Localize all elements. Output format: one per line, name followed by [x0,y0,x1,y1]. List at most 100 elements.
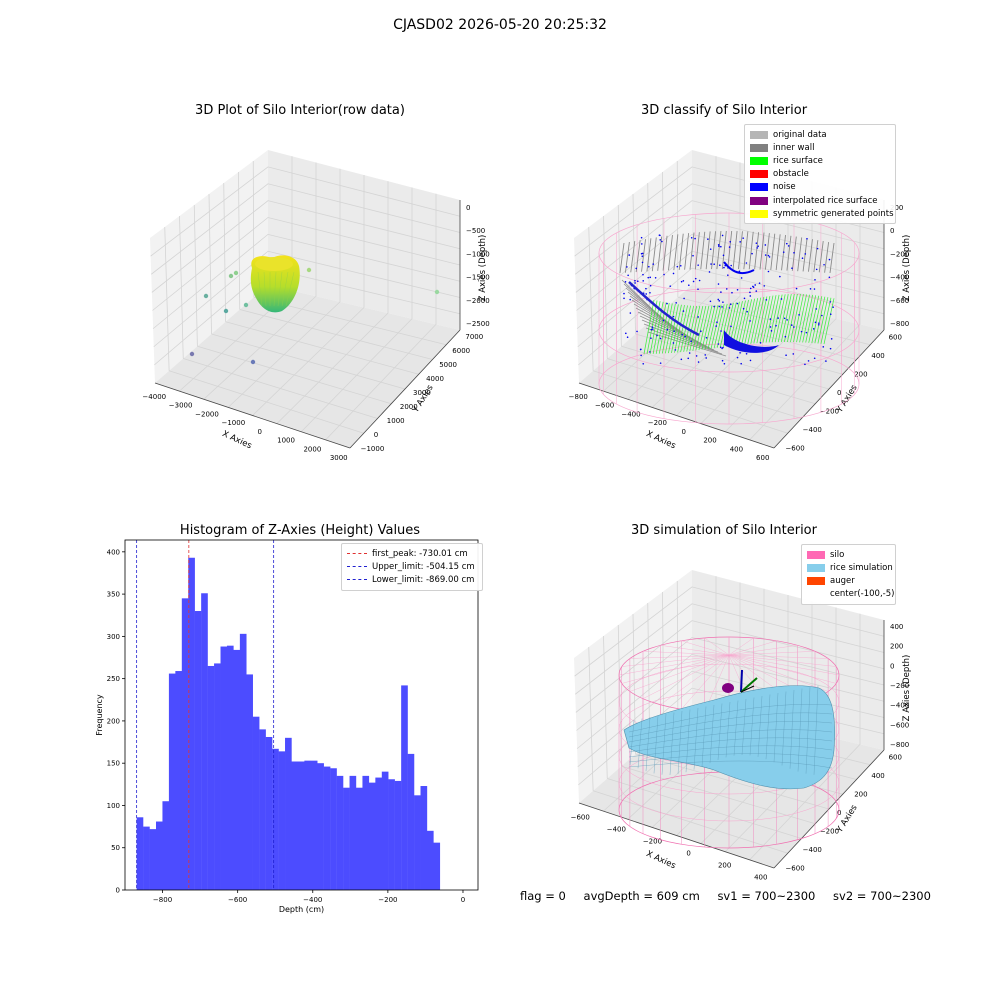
histogram-bar [304,760,312,890]
rice-surface-stroke [713,304,725,349]
y-tick-label: 100 [107,802,120,810]
z-tick-label: −2500 [466,320,490,328]
noise-point [793,251,795,254]
rice-surface-stroke [783,293,795,343]
rice-surface-stroke [698,305,710,351]
histogram-bar [214,663,221,890]
histogram-title: Histogram of Z-Axies (Height) Values [179,523,421,538]
inner-wall-stroke [647,331,727,357]
y-tick-label: 200 [854,371,867,379]
noise-point [829,301,832,303]
noise-point [729,303,732,306]
histogram-bar [168,673,176,890]
noise-point [652,263,655,265]
raw-surface-contour [285,271,295,307]
y-tick-label: 5000 [439,361,457,369]
mesh-line [628,704,833,733]
noise-point [697,316,699,318]
noise-point [641,261,644,264]
histogram-bar [239,633,247,890]
mesh-line [628,721,833,743]
noise-point [697,361,700,363]
noise-point [666,302,668,305]
sv2-value: sv2 = 700~2300 [833,889,931,903]
legend-item: obstacle [750,168,890,181]
x-axis-line [578,382,775,449]
z-tick-label: −200 [890,682,909,690]
noise-point [673,330,675,332]
y-tick-label: −600 [785,444,804,452]
noise-point [656,334,658,337]
z-tick-label: −500 [466,227,485,235]
noise-point [792,353,795,355]
classify-plot-title: 3D classify of Silo Interior [640,103,808,118]
y-tick-label: 200 [854,791,867,799]
y-tick-label: 50 [111,844,120,852]
y-tick-label: 0 [837,809,841,817]
noise-point [692,254,694,257]
x-tick-label: −2000 [195,410,219,418]
legend-swatch [750,209,768,218]
histogram-bar [407,753,415,890]
silo-roof-wire [728,651,816,656]
simulation-axes: −600 −400 −200 0 200 400 −600 −400 −200 0 200 400 60… [571,570,912,882]
avg-depth-value: avgDepth = 609 cm [583,889,700,903]
noise-point [634,279,636,282]
histogram-bar [136,817,144,890]
histogram-bar [226,645,234,890]
grid-line [239,309,433,360]
inner-wall-stroke [641,239,646,272]
grid-line [603,156,717,392]
histogram-bar [162,801,170,890]
noise-point [666,328,669,331]
grid-line [153,250,461,348]
grid-line [150,166,461,257]
silo-roof-wire [728,654,840,676]
noise-point [830,338,833,340]
noise-point [718,305,721,308]
noise-point [728,307,731,309]
inner-wall-stroke [770,233,776,270]
noise-point [715,325,717,327]
grid-line [325,193,437,441]
histogram-bar [362,775,370,890]
noise-point [815,308,818,310]
noise-point [649,291,651,294]
inner-wall-stroke [651,237,657,272]
mesh-line [677,710,683,775]
inner-wall-stroke [829,242,835,274]
silo-roof-wire [642,654,730,699]
histogram-bar [381,771,389,890]
noise-point [743,297,746,300]
legend-item: original data [750,128,890,141]
simulation-legend: silo rice simulation auger center(-100,-5) [801,544,896,605]
histogram-bar [291,761,299,890]
raw-plot-title: 3D Plot of Silo Interior(row data) [195,103,405,118]
y-tick-label: 0 [116,887,120,895]
histogram-bar [414,795,421,890]
mesh-line [645,716,651,772]
x-tick-label: −800 [569,393,588,401]
legend-item: first_peak: -730.01 cm [347,547,477,560]
noise-point [641,243,643,245]
histogram-bar [330,768,337,890]
x-tick-label: 200 [703,437,716,445]
histogram-bar [401,685,408,890]
noise-point [790,324,793,326]
inner-wall-stroke [630,241,636,273]
raw-point [243,302,249,308]
noise-point [800,330,803,333]
legend-label: original data [773,129,827,140]
legend-item: noise [750,181,890,194]
noise-point [786,319,788,321]
noise-point [650,328,653,331]
noise-point [723,362,726,365]
rice-surface-stroke [762,295,774,343]
noise-point [626,336,629,339]
noise-point [755,242,758,244]
y-tick-label: 250 [107,675,120,683]
histogram-bar [259,729,266,890]
rice-surface-stroke [768,294,780,343]
noise-point [661,240,663,243]
noise-point [626,266,628,268]
